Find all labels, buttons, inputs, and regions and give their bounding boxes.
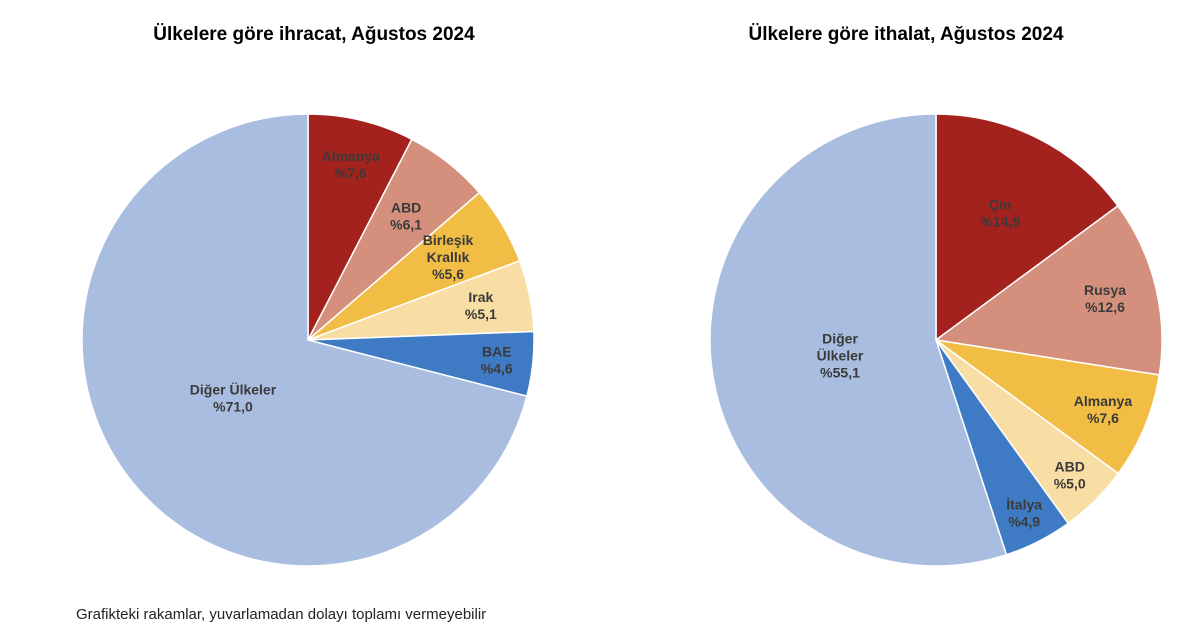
export-slice-diger-ulkeler: [81, 113, 528, 567]
export-slice-label-abd: ABD %6,1: [390, 199, 422, 232]
export-slice-label-bae: BAE %4,6: [481, 344, 513, 377]
import-slice-label-almanya: Almanya %7,6: [1074, 393, 1133, 426]
import-slice-label-abd: ABD %5,0: [1054, 458, 1086, 491]
export-slice-label-almanya: Almanya %7,6: [322, 148, 381, 181]
export-slice-label-diger-ulkeler: Diğer Ülkeler %71,0: [190, 382, 277, 415]
import-chart-title: Ülkelere göre ithalat, Ağustos 2024: [748, 24, 1064, 45]
import-pie-chart: Çin %14,9 Rusya %12,6 Almanya %7,6 ABD %5,0 İtal…: [709, 113, 1163, 567]
import-slice-label-italya: İtalya %4,9: [1006, 497, 1042, 530]
import-slice-almanya: [935, 339, 1161, 475]
import-slice-cin: [935, 113, 1119, 342]
export-chart-title: Ülkelere göre ihracat, Ağustos 2024: [153, 24, 475, 45]
import-slice-diger-ulkeler: [709, 113, 1008, 567]
import-slice-label-rusya: Rusya %12,6: [1084, 282, 1126, 315]
export-slice-almanya: [307, 113, 413, 341]
import-slice-label-cin: Çin %14,9: [980, 196, 1020, 229]
footnote: Grafikteki rakamlar, yuvarlamadan dolayı…: [76, 606, 487, 623]
import-slice-label-diger-ulkeler: Diğer Ülkeler %55,1: [817, 330, 864, 380]
import-slice-rusya: [934, 204, 1163, 376]
export-slice-label-birlesik-krallik: Birleşik Krallık %5,6: [423, 232, 474, 282]
export-slice-label-irak: Irak %5,1: [465, 289, 497, 322]
